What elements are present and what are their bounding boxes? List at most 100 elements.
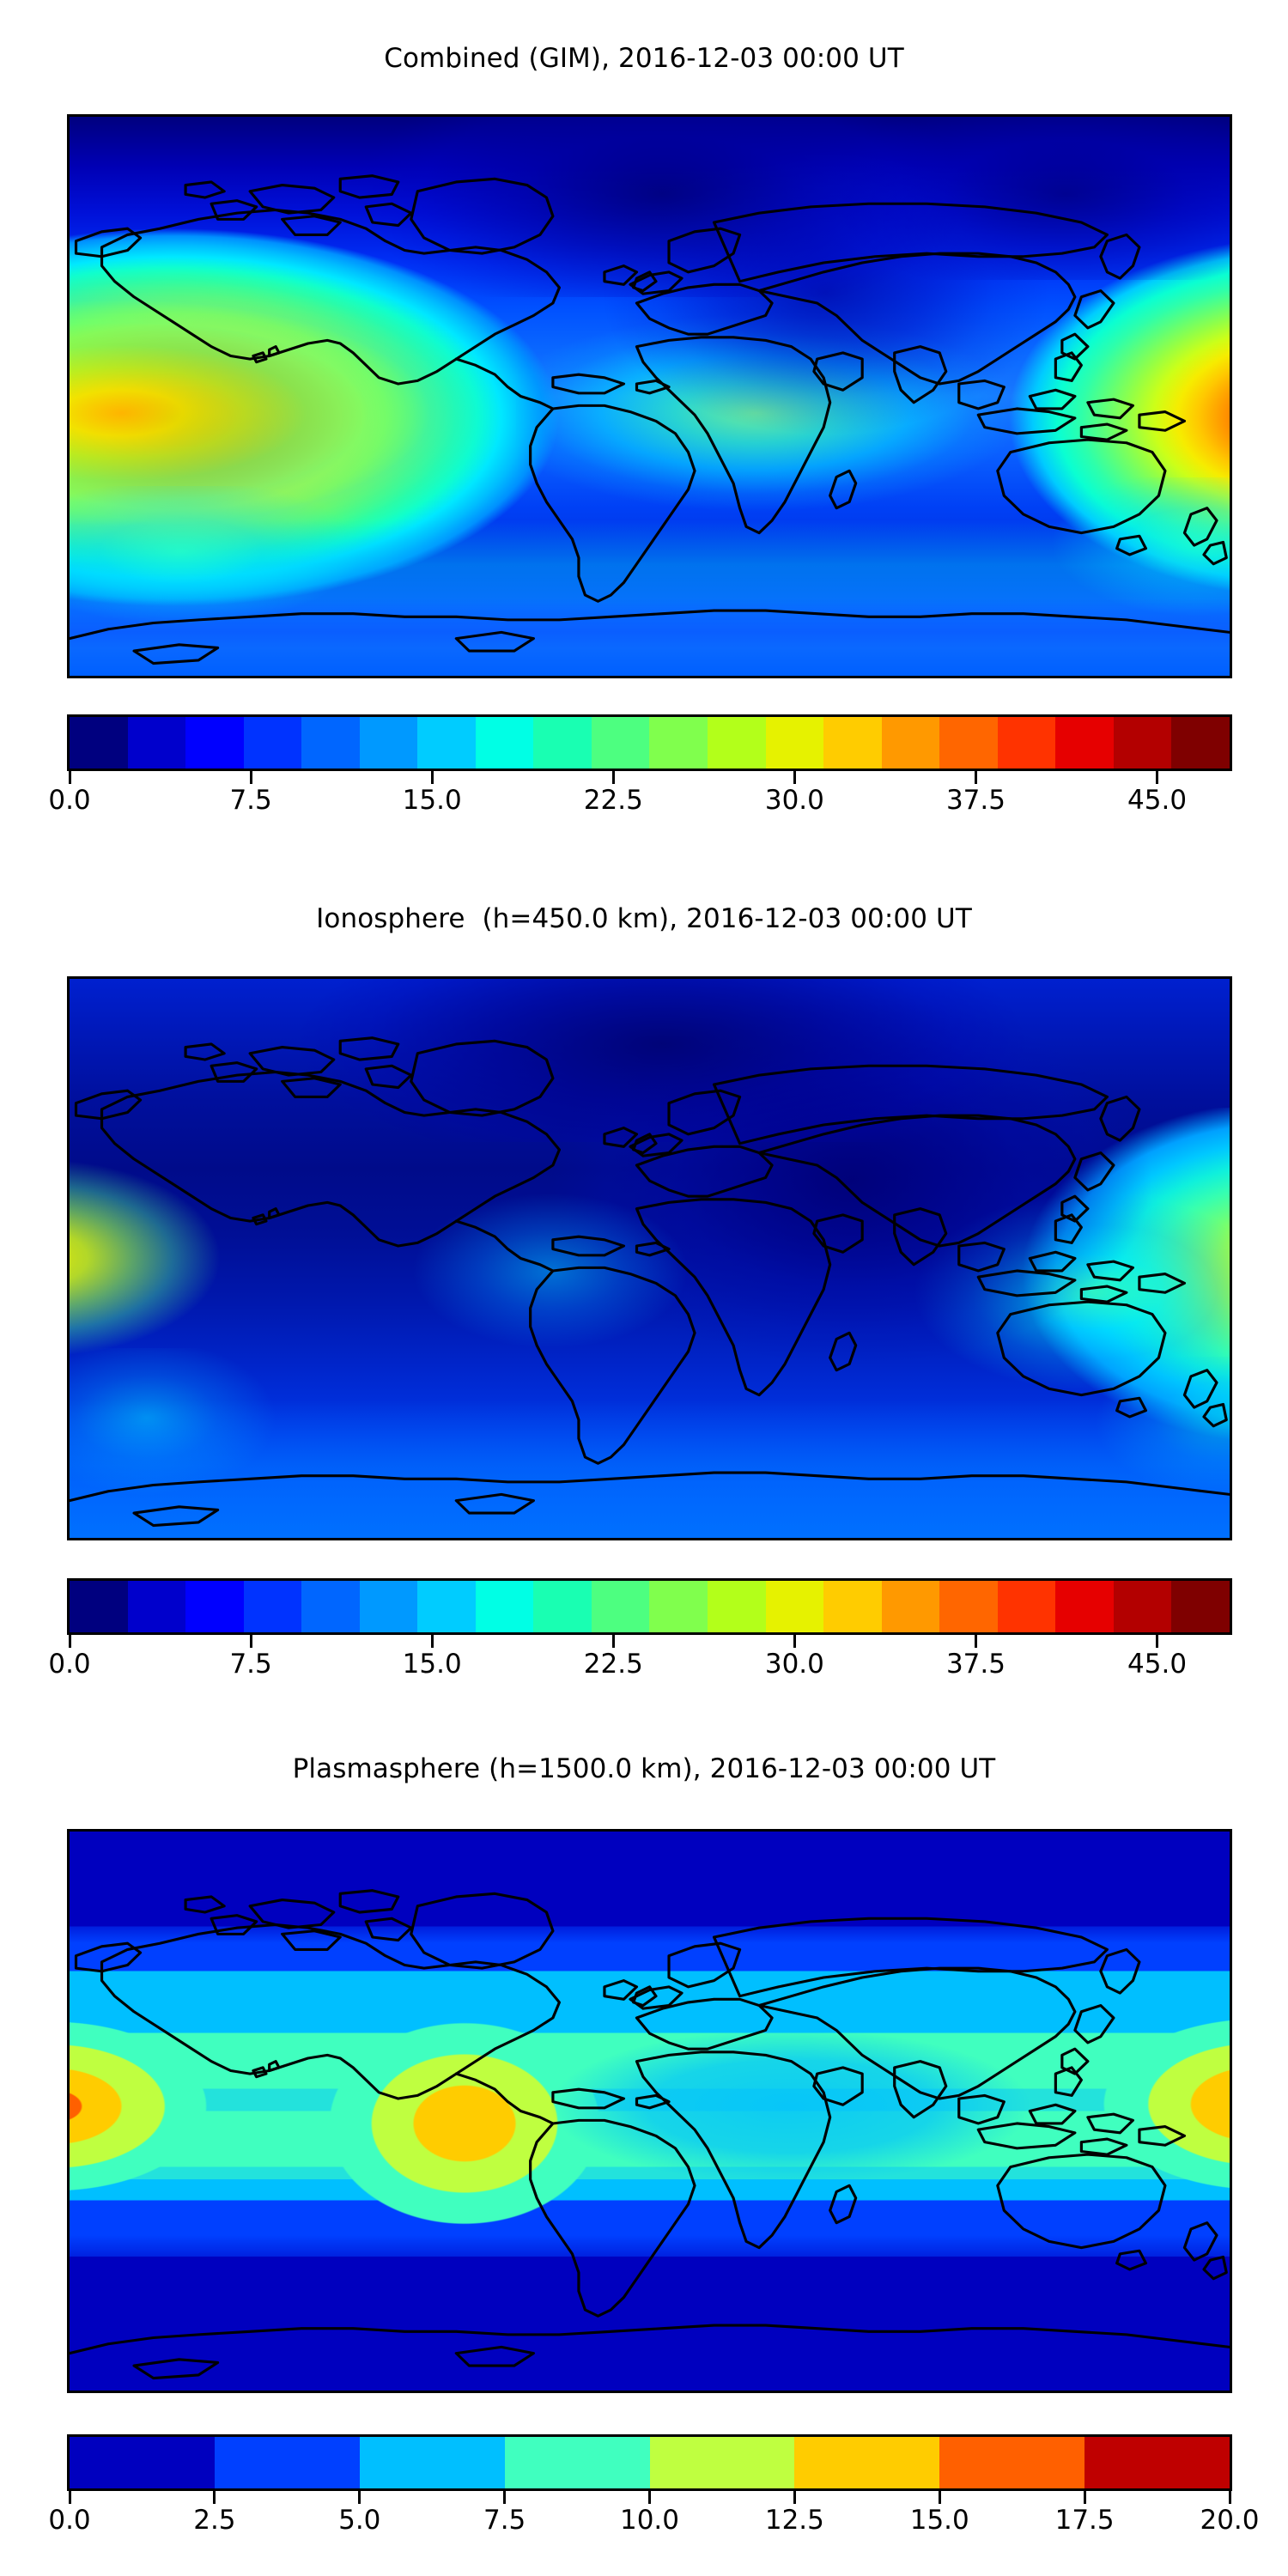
colorbar-segment-12 bbox=[765, 1581, 824, 1632]
colorbar-tick-4 bbox=[793, 771, 796, 784]
colorbar-segment-1 bbox=[127, 1581, 186, 1632]
colorbar-segment-5 bbox=[794, 2437, 940, 2488]
colorbar-segment-4 bbox=[301, 1581, 360, 1632]
colorbar-segment-7 bbox=[475, 1581, 534, 1632]
colorbar-ionosphere-ticks bbox=[67, 1635, 1232, 1649]
colorbar-tick-label-3: 22.5 bbox=[583, 1649, 643, 1680]
field-band-southeast-pacific bbox=[1083, 1357, 1230, 1503]
coastlines-combined bbox=[70, 117, 1230, 676]
colorbar-segment-3 bbox=[504, 2437, 650, 2488]
colorbar-ionosphere-bar bbox=[67, 1578, 1232, 1635]
field-band-southwest-pacific bbox=[70, 1348, 276, 1503]
colorbar-tick-2 bbox=[430, 1635, 434, 1648]
colorbar-ionosphere-labels: 0.0 7.5 15.0 22.5 30.0 37.5 45.0 bbox=[48, 1649, 1232, 1686]
panel-title-plasmasphere: Plasmasphere (h=1500.0 km), 2016-12-03 0… bbox=[292, 1753, 996, 1784]
colorbar-tick-label-3: 7.5 bbox=[483, 2505, 526, 2536]
colorbar-segment-2 bbox=[359, 2437, 505, 2488]
colorbar-segment-18 bbox=[1113, 1581, 1172, 1632]
colorbar-plasmasphere-bar bbox=[67, 2434, 1232, 2491]
colorbar-segment-0 bbox=[70, 2437, 215, 2488]
colorbar-segment-5 bbox=[359, 1581, 418, 1632]
colorbar-combined: 0.0 7.5 15.0 22.5 30.0 37.5 45.0 bbox=[48, 714, 1232, 823]
colorbar-tick-label-6: 45.0 bbox=[1127, 785, 1188, 816]
colorbar-combined-labels: 0.0 7.5 15.0 22.5 30.0 37.5 45.0 bbox=[48, 785, 1232, 823]
colorbar-segment-2 bbox=[185, 1581, 244, 1632]
colorbar-segment-6 bbox=[417, 1581, 476, 1632]
colorbar-segment-8 bbox=[533, 717, 592, 769]
colorbar-segment-4 bbox=[649, 2437, 795, 2488]
colorbar-segment-14 bbox=[881, 1581, 940, 1632]
colorbar-tick-2 bbox=[358, 2491, 361, 2504]
colorbar-tick-3 bbox=[611, 1635, 615, 1648]
colorbar-tick-4 bbox=[793, 1635, 796, 1648]
colorbar-segment-10 bbox=[649, 717, 708, 769]
colorbar-segment-10 bbox=[649, 1581, 708, 1632]
colorbar-combined-bar bbox=[67, 714, 1232, 771]
field-trough-siberia bbox=[825, 117, 1230, 280]
colorbar-tick-label-3: 22.5 bbox=[583, 785, 643, 816]
colorbar-segment-17 bbox=[1055, 717, 1114, 769]
colorbar-tick-5 bbox=[974, 1635, 977, 1648]
colorbar-segment-13 bbox=[823, 717, 882, 769]
colorbar-segment-9 bbox=[591, 717, 650, 769]
colorbar-tick-label-4: 30.0 bbox=[764, 1649, 824, 1680]
colorbar-segment-0 bbox=[70, 717, 128, 769]
colorbar-tick-label-4: 10.0 bbox=[619, 2505, 680, 2536]
colorbar-tick-5 bbox=[974, 771, 977, 784]
colorbar-tick-label-0: 0.0 bbox=[48, 2505, 91, 2536]
colorbar-segment-16 bbox=[997, 1581, 1056, 1632]
colorbar-tick-label-6: 15.0 bbox=[909, 2505, 969, 2536]
panel-title-ionosphere: Ionosphere (h=450.0 km), 2016-12-03 00:0… bbox=[316, 903, 972, 934]
colorbar-segment-6 bbox=[417, 717, 476, 769]
colorbar-tick-4 bbox=[648, 2491, 651, 2504]
colorbar-ionosphere: 0.0 7.5 15.0 22.5 30.0 37.5 45.0 bbox=[48, 1578, 1232, 1686]
map-combined-gim bbox=[67, 114, 1232, 678]
colorbar-segment-3 bbox=[243, 717, 302, 769]
colorbar-segment-7 bbox=[475, 717, 534, 769]
coastlines-ionosphere bbox=[70, 979, 1230, 1538]
colorbar-tick-0 bbox=[68, 771, 71, 784]
colorbar-tick-label-4: 30.0 bbox=[764, 785, 824, 816]
colorbar-tick-label-7: 17.5 bbox=[1054, 2505, 1115, 2536]
colorbar-plasmasphere-ticks bbox=[67, 2491, 1232, 2505]
colorbar-segment-1 bbox=[127, 717, 186, 769]
colorbar-combined-ticks bbox=[67, 771, 1232, 785]
colorbar-tick-6 bbox=[938, 2491, 941, 2504]
colorbar-tick-7 bbox=[1083, 2491, 1086, 2504]
colorbar-tick-label-1: 7.5 bbox=[229, 1649, 272, 1680]
colorbar-segment-16 bbox=[997, 717, 1056, 769]
coastlines-plasmasphere bbox=[70, 1832, 1230, 2391]
colorbar-tick-1 bbox=[249, 1635, 252, 1648]
colorbar-tick-0 bbox=[68, 1635, 71, 1648]
colorbar-tick-1 bbox=[213, 2491, 216, 2504]
tec-field-combined bbox=[70, 117, 1230, 676]
colorbar-segment-15 bbox=[939, 717, 998, 769]
colorbar-segment-19 bbox=[1171, 1581, 1230, 1632]
panel-ionosphere-450: Ionosphere (h=450.0 km), 2016-12-03 00:0… bbox=[0, 859, 1288, 1709]
field-ribbon-africa-asia bbox=[550, 2029, 1031, 2184]
colorbar-segment-17 bbox=[1055, 1581, 1114, 1632]
colorbar-segment-11 bbox=[708, 717, 766, 769]
field-band-southern-pacific bbox=[70, 486, 379, 632]
colorbar-tick-6 bbox=[1156, 771, 1159, 784]
colorbar-plasmasphere-labels: 0.0 2.5 5.0 7.5 10.0 12.5 15.0 17.5 20.0 bbox=[48, 2505, 1259, 2543]
colorbar-segment-5 bbox=[359, 717, 418, 769]
map-plasmasphere-1500 bbox=[67, 1829, 1232, 2393]
colorbar-tick-label-2: 15.0 bbox=[402, 785, 462, 816]
colorbar-segment-18 bbox=[1113, 717, 1172, 769]
colorbar-tick-label-5: 37.5 bbox=[945, 1649, 1005, 1680]
colorbar-segment-3 bbox=[243, 1581, 302, 1632]
colorbar-tick-label-0: 0.0 bbox=[48, 1649, 91, 1680]
colorbar-segment-15 bbox=[939, 1581, 998, 1632]
colorbar-tick-3 bbox=[503, 2491, 507, 2504]
map-ionosphere-450 bbox=[67, 976, 1232, 1540]
colorbar-segment-11 bbox=[708, 1581, 766, 1632]
colorbar-tick-label-6: 45.0 bbox=[1127, 1649, 1188, 1680]
colorbar-tick-label-5: 12.5 bbox=[764, 2505, 824, 2536]
colorbar-tick-6 bbox=[1156, 1635, 1159, 1648]
field-band-southern-australia bbox=[1023, 477, 1230, 623]
field-hotspot-east-pacific-core bbox=[70, 1159, 250, 1357]
colorbar-tick-label-0: 0.0 bbox=[48, 785, 91, 816]
colorbar-tick-0 bbox=[68, 2491, 71, 2504]
